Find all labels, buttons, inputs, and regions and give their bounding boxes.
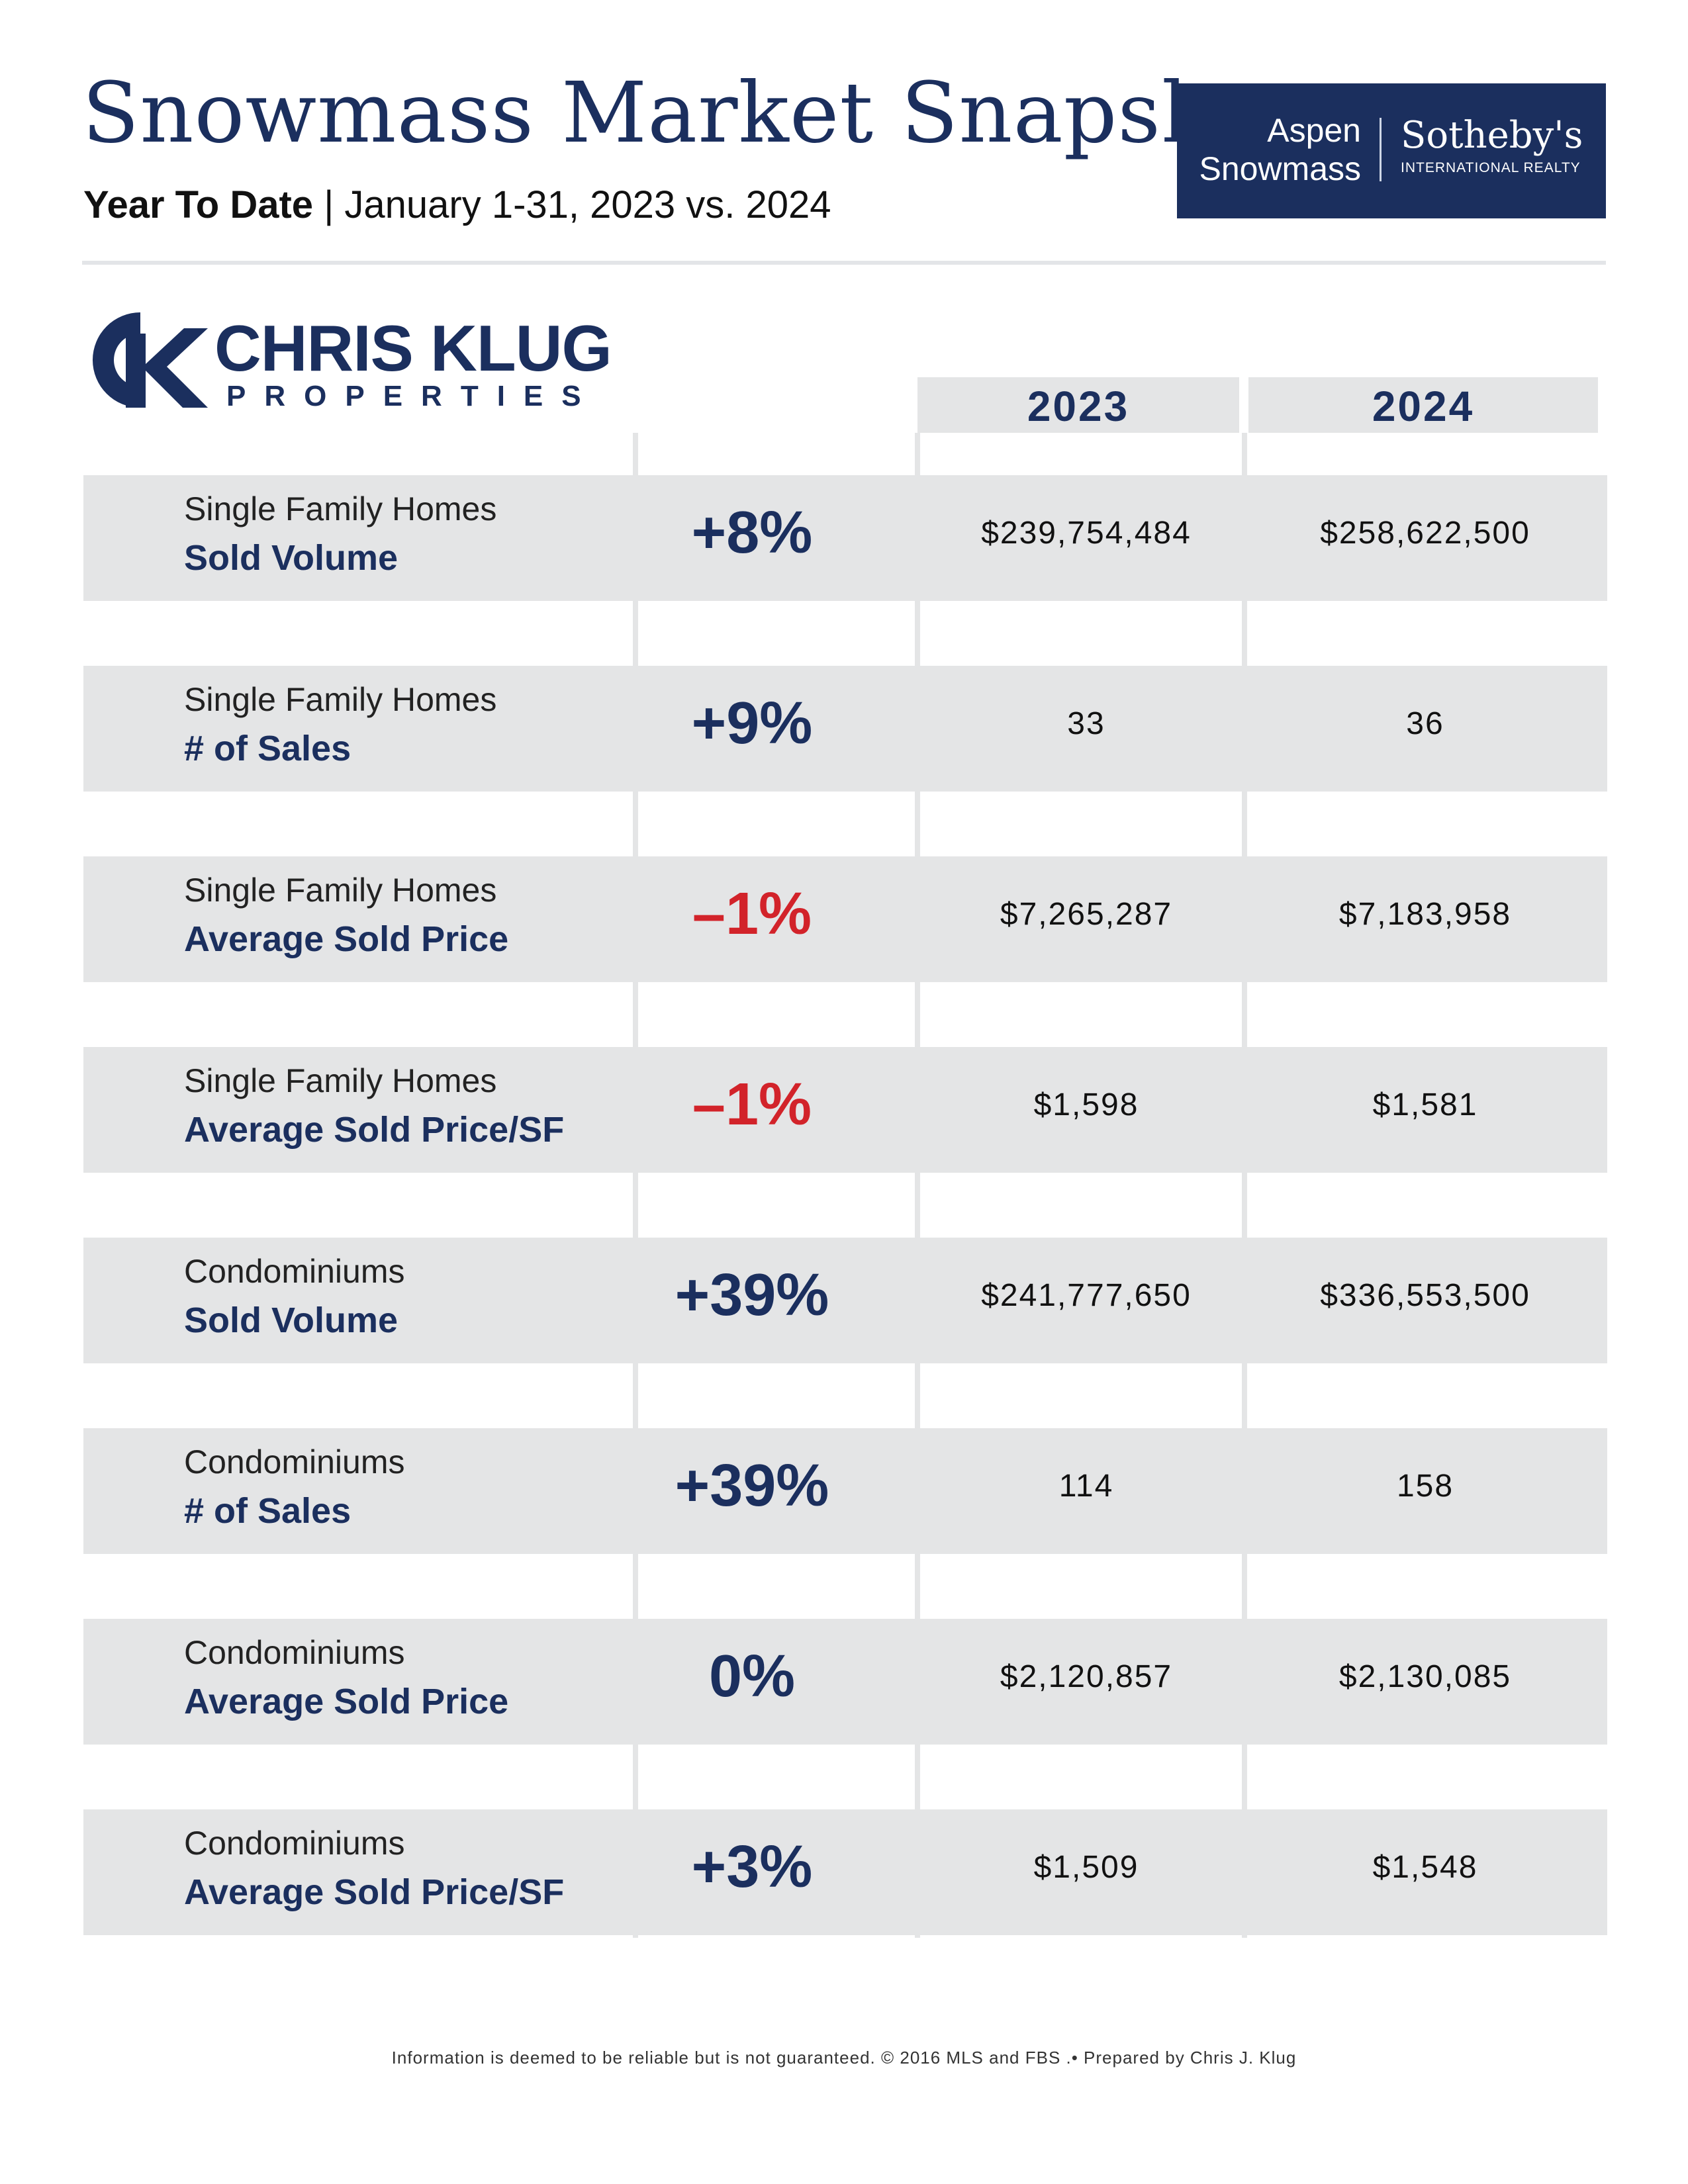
row-value-2024: $1,548 [1372, 1850, 1478, 1885]
row-category: Condominiums [184, 1253, 405, 1290]
row-change: –1% [692, 881, 812, 947]
table-row: Condominiums Sold Volume +39% $241,777,6… [83, 1238, 1607, 1363]
row-value-2023: 114 [1058, 1469, 1114, 1504]
agent-name: CHRIS KLUG [214, 312, 612, 385]
brand-company: Sotheby's [1401, 114, 1583, 157]
row-metric: Sold Volume [184, 1300, 399, 1340]
row-value-2023: $2,120,857 [1000, 1659, 1173, 1694]
subtitle-period: Year To Date [83, 183, 314, 226]
brand-company-block: Sotheby's INTERNATIONAL REALTY [1401, 115, 1583, 176]
ck-monogram-icon [92, 312, 208, 408]
table-row: Single Family Homes Average Sold Price –… [83, 856, 1607, 982]
row-value-2023: $1,598 [1033, 1087, 1139, 1122]
row-value-2024: $1,581 [1372, 1087, 1478, 1122]
row-value-2024: $336,553,500 [1320, 1278, 1530, 1313]
page-subtitle: Year To Date | January 1-31, 2023 vs. 20… [83, 183, 831, 227]
brand-office-line1: Aspen [1267, 112, 1361, 149]
disclaimer: Information is deemed to be reliable but… [391, 2048, 1297, 2068]
subtitle-dates: | January 1-31, 2023 vs. 2024 [313, 183, 831, 226]
row-category: Condominiums [184, 1825, 405, 1862]
row-value-2024: $258,622,500 [1320, 516, 1530, 551]
row-value-2024: $7,183,958 [1338, 897, 1512, 932]
table-row: Condominiums # of Sales +39% 114 158 [83, 1428, 1607, 1554]
table-row: Condominiums Average Sold Price/SF +3% $… [83, 1809, 1607, 1935]
row-metric: Average Sold Price [184, 1682, 509, 1721]
row-value-2024: $2,130,085 [1338, 1659, 1512, 1694]
table-row: Single Family Homes # of Sales +9% 33 36 [83, 666, 1607, 792]
row-metric: # of Sales [184, 1491, 352, 1531]
row-category: Single Family Homes [184, 872, 497, 909]
row-value-2024: 158 [1396, 1469, 1454, 1504]
brand-divider [1380, 118, 1382, 181]
column-divider [633, 433, 638, 1938]
row-category: Condominiums [184, 1443, 405, 1480]
row-metric: # of Sales [184, 729, 352, 768]
row-metric: Average Sold Price [184, 919, 509, 959]
column-divider [1242, 433, 1247, 1938]
agent-sub: PROPERTIES [226, 380, 600, 412]
brand-office-line2: Snowmass [1199, 150, 1361, 187]
table-row: Single Family Homes Average Sold Price/S… [83, 1047, 1607, 1173]
row-metric: Average Sold Price/SF [184, 1110, 565, 1150]
row-value-2023: $1,509 [1033, 1850, 1139, 1885]
chris-klug-logo: CHRIS KLUG PROPERTIES [85, 308, 612, 414]
column-header-2024: 2024 [1248, 377, 1598, 433]
row-category: Single Family Homes [184, 490, 497, 527]
row-change: –1% [692, 1071, 812, 1138]
row-category: Single Family Homes [184, 681, 497, 718]
row-change: +39% [675, 1262, 829, 1328]
row-value-2024: 36 [1406, 706, 1444, 741]
row-metric: Sold Volume [184, 538, 399, 578]
row-category: Condominiums [184, 1634, 405, 1671]
row-value-2023: $239,754,484 [981, 516, 1192, 551]
row-value-2023: 33 [1067, 706, 1105, 741]
header-divider [82, 261, 1606, 265]
sothebys-logo: Aspen Snowmass Sotheby's INTERNATIONAL R… [1177, 83, 1606, 218]
brand-office: Aspen Snowmass [1199, 111, 1361, 188]
row-change: +9% [691, 690, 813, 756]
row-change: +8% [691, 500, 813, 566]
row-change: 0% [708, 1643, 796, 1709]
row-value-2023: $7,265,287 [1000, 897, 1173, 932]
brand-tagline: INTERNATIONAL REALTY [1401, 160, 1581, 175]
row-metric: Average Sold Price/SF [184, 1872, 565, 1912]
page-title: Snowmass Market Snapshot [82, 64, 1301, 161]
column-header-2023: 2023 [917, 377, 1239, 433]
row-change: +3% [691, 1834, 813, 1900]
row-value-2023: $241,777,650 [981, 1278, 1192, 1313]
row-category: Single Family Homes [184, 1062, 497, 1099]
table-row: Condominiums Average Sold Price 0% $2,12… [83, 1619, 1607, 1745]
column-divider [915, 433, 920, 1938]
table-row: Single Family Homes Sold Volume +8% $239… [83, 475, 1607, 601]
row-change: +39% [675, 1453, 829, 1519]
